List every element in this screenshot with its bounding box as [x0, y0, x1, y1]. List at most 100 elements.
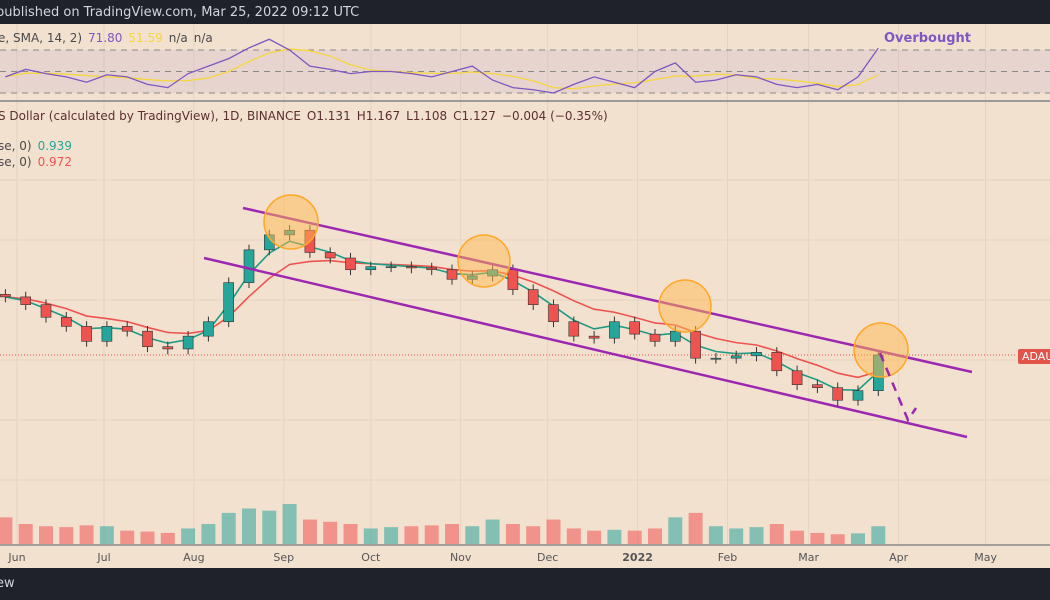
candle[interactable] [324, 252, 336, 259]
volume-bar [445, 524, 459, 544]
candle[interactable] [751, 352, 762, 357]
volume-bar [384, 527, 399, 544]
volume-bar [648, 528, 662, 544]
candle[interactable] [385, 266, 397, 269]
candle[interactable] [406, 266, 417, 269]
candle[interactable] [791, 370, 803, 385]
candle[interactable] [669, 330, 681, 342]
x-tick-label: Feb [717, 551, 738, 564]
ma-slow-line [5, 259, 879, 379]
candle[interactable] [629, 321, 641, 335]
candle[interactable] [142, 330, 153, 348]
volume-bar [323, 521, 338, 544]
x-tick-label: Dec [537, 551, 559, 564]
x-tick-label: Apr [889, 551, 909, 564]
ohlc-low: L1.108 [406, 109, 448, 123]
volume-bar [59, 527, 74, 544]
resistance-touch-circle[interactable] [263, 194, 319, 250]
volume-bar [769, 524, 784, 544]
candle[interactable] [812, 384, 823, 388]
rsi-na: n/a [168, 31, 188, 45]
ma-legend-fast[interactable]: se, 0) 0.939 [0, 139, 78, 153]
candle[interactable] [426, 267, 438, 271]
volume-bar [668, 517, 683, 544]
rsi-line [5, 38, 879, 94]
volume-bar [871, 526, 886, 544]
rsi-value: 71.80 [88, 31, 123, 45]
rsi-na: n/a [193, 31, 213, 45]
volume-bar [851, 533, 865, 544]
volume-bar [79, 525, 94, 544]
candle[interactable] [609, 321, 620, 339]
ohlc-open: O1.131 [306, 109, 351, 123]
volume-bars [0, 504, 886, 544]
candle[interactable] [730, 355, 742, 359]
candle[interactable] [527, 289, 539, 305]
volume-bar [729, 528, 744, 544]
ma-legend-slow[interactable]: se, 0) 0.972 [0, 155, 78, 169]
candle[interactable] [690, 330, 701, 359]
volume-bar [688, 512, 703, 544]
candle[interactable] [81, 326, 92, 342]
candle[interactable] [365, 266, 377, 271]
resistance-touch-circle[interactable] [658, 279, 712, 333]
volume-bar [465, 526, 480, 544]
volume-bar [424, 525, 439, 544]
candle[interactable] [40, 304, 52, 318]
candle[interactable] [223, 282, 234, 323]
volume-bar [242, 508, 256, 544]
overbought-label: Overbought [884, 31, 972, 46]
volume-bar [302, 519, 317, 544]
candle[interactable] [446, 269, 458, 280]
candle[interactable] [60, 316, 72, 327]
candle[interactable] [121, 326, 133, 332]
volume-bar [18, 524, 33, 544]
ma-value: 0.972 [37, 155, 72, 169]
volume-bar [363, 528, 378, 544]
candle[interactable] [507, 269, 519, 290]
candle[interactable] [548, 304, 559, 323]
rsi-ma-value: 51.59 [128, 31, 163, 45]
resistance-touch-circle[interactable] [853, 322, 909, 378]
volume-bar [627, 530, 642, 544]
candle[interactable] [101, 326, 113, 342]
volume-bar [0, 517, 13, 544]
volume-bar [830, 534, 845, 544]
price-legend[interactable]: S Dollar (calculated by TradingView), 1D… [0, 109, 614, 123]
brand-text: ew [0, 576, 15, 591]
candle[interactable] [20, 296, 32, 305]
volume-bar [607, 529, 622, 544]
channel-upper-line[interactable] [242, 206, 973, 374]
candle[interactable] [710, 357, 722, 360]
volume-bar [749, 527, 764, 544]
rsi-ma-line [5, 48, 879, 90]
volume-bar [343, 524, 358, 544]
volume-bar [262, 510, 277, 544]
candle[interactable] [568, 321, 580, 337]
channel-lower-line[interactable] [203, 256, 968, 439]
candle[interactable] [203, 321, 214, 337]
candle[interactable] [649, 333, 661, 342]
rsi-legend[interactable]: e, SMA, 14, 2) 71.80 51.59 n/a n/a [0, 31, 219, 45]
candle[interactable] [243, 249, 255, 283]
ma-params: se, 0) [0, 139, 32, 153]
candle[interactable] [345, 257, 356, 271]
candle[interactable] [0, 293, 11, 298]
publish-info: published on TradingView.com, Mar 25, 20… [0, 5, 360, 20]
projection-arrow[interactable] [878, 352, 918, 423]
candle[interactable] [162, 346, 174, 350]
candle[interactable] [771, 352, 783, 372]
x-tick-label: Mar [798, 551, 820, 564]
volume-bar [810, 532, 825, 544]
ma-value: 0.939 [37, 139, 72, 153]
volume-bar [99, 526, 114, 544]
volume-bar [505, 524, 520, 544]
candle[interactable] [832, 387, 844, 401]
candle[interactable] [182, 335, 194, 350]
rsi-levels [0, 49, 1050, 94]
candle[interactable] [588, 335, 600, 339]
candle[interactable] [852, 390, 864, 401]
resistance-touch-circle[interactable] [457, 234, 511, 288]
volume-bar [221, 512, 236, 544]
